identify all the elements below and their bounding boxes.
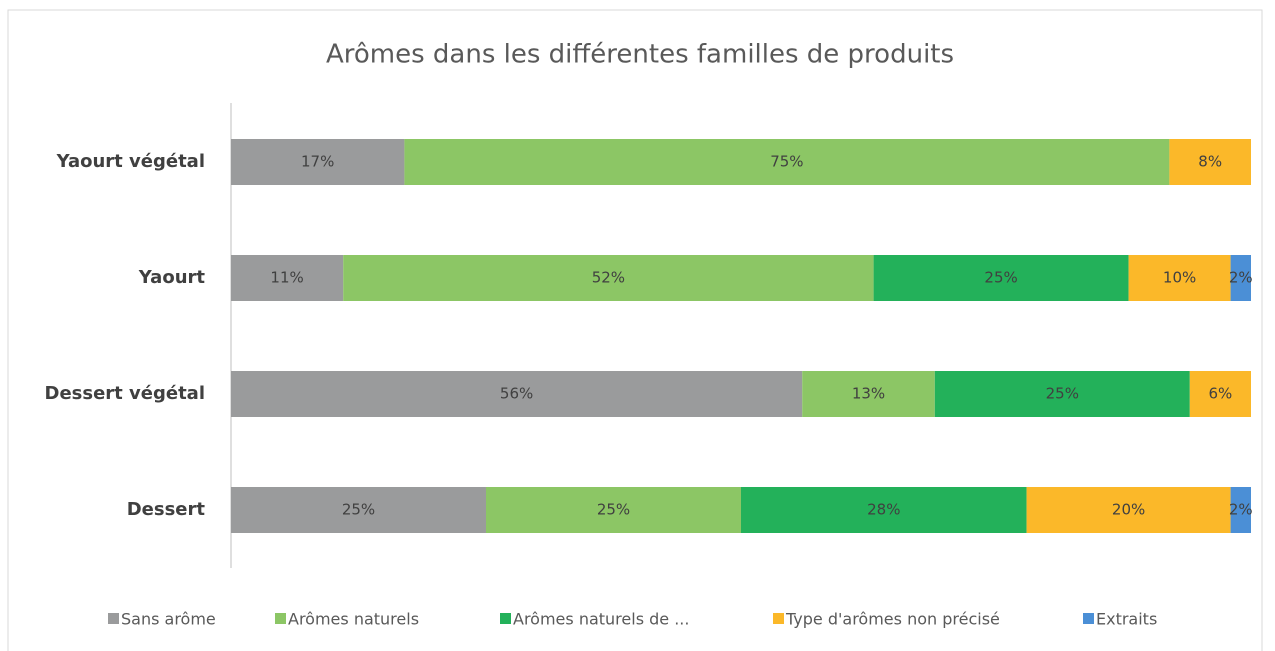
data-label: 8% [1198, 153, 1222, 171]
data-label: 25% [1046, 385, 1079, 403]
data-label: 13% [852, 385, 885, 403]
chart-title: Arômes dans les différentes familles de … [326, 40, 954, 70]
data-label: 20% [1112, 501, 1145, 519]
data-label: 56% [500, 385, 533, 403]
bar-segment [1169, 139, 1251, 185]
data-label: 2% [1229, 501, 1253, 519]
legend-swatch [773, 613, 784, 624]
bar-segment [343, 255, 874, 301]
bar-segment [1026, 487, 1231, 533]
bar-segment [1128, 255, 1231, 301]
legend-label: Extraits [1096, 610, 1157, 629]
bar-segment [231, 371, 803, 417]
bar-segment [1230, 487, 1251, 533]
category-label: Dessert [127, 499, 206, 520]
legend-swatch [1083, 613, 1094, 624]
bar-segment [741, 487, 1027, 533]
legend-label: Type d'arômes non précisé [785, 610, 1000, 629]
bar-segment [231, 487, 486, 533]
data-label: 25% [597, 501, 630, 519]
bar-segment [934, 371, 1190, 417]
bar-segment [231, 255, 344, 301]
data-label: 25% [342, 501, 375, 519]
data-label: 11% [270, 269, 303, 287]
bar-segment [802, 371, 935, 417]
data-label: 17% [301, 153, 334, 171]
bar-segment [486, 487, 741, 533]
bar-segment [231, 139, 405, 185]
legend-swatch [500, 613, 511, 624]
data-label: 10% [1163, 269, 1196, 287]
legend-swatch [108, 613, 119, 624]
legend-label: Arômes naturels de ... [513, 610, 689, 629]
data-label: 75% [770, 153, 803, 171]
category-label: Yaourt végétal [56, 151, 205, 172]
legend-label: Sans arôme [121, 610, 216, 629]
data-label: 52% [592, 269, 625, 287]
category-label: Yaourt [138, 267, 206, 288]
data-label: 25% [984, 269, 1017, 287]
data-label: 2% [1229, 269, 1253, 287]
data-label: 28% [867, 501, 900, 519]
legend-label: Arômes naturels [288, 610, 419, 629]
bar-segment [873, 255, 1129, 301]
category-label: Dessert végétal [45, 383, 206, 404]
legend-swatch [275, 613, 286, 624]
chart-frame [7, 9, 1263, 651]
data-label: 6% [1209, 385, 1233, 403]
bar-segment [404, 139, 1170, 185]
bar-segment [1189, 371, 1251, 417]
bar-segment [1230, 255, 1251, 301]
